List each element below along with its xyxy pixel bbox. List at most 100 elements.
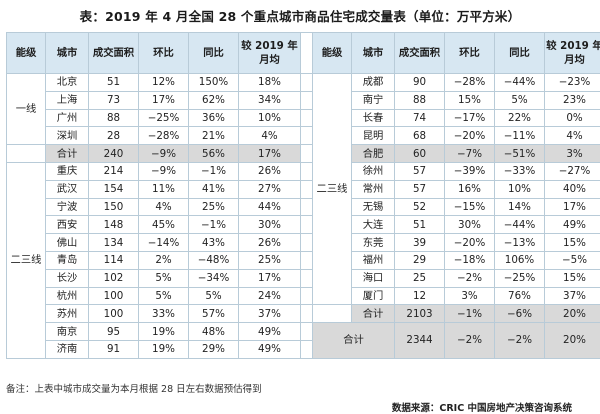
- avg-cell: 23%: [544, 90, 600, 110]
- avg-cell: 15%: [544, 268, 600, 288]
- grand-total-mom: −2%: [444, 322, 495, 359]
- city-cell: 深圳: [45, 126, 89, 146]
- area-cell: 2103: [394, 304, 445, 324]
- city-cell: 南宁: [351, 90, 395, 110]
- avg-cell: 18%: [238, 73, 301, 92]
- city-cell: 南京: [45, 322, 89, 341]
- mom-cell: −25%: [138, 108, 189, 128]
- city-cell: 重庆: [45, 161, 89, 181]
- area-cell: 100: [88, 304, 139, 324]
- avg-cell: 3%: [544, 144, 600, 163]
- yoy-cell: −51%: [494, 144, 545, 163]
- city-cell: 大连: [351, 215, 395, 235]
- column-gap: [300, 233, 313, 252]
- header-city: 城市: [45, 32, 89, 74]
- column-gap: [300, 322, 313, 341]
- avg-cell: 20%: [544, 304, 600, 324]
- avg-cell: 26%: [238, 161, 301, 181]
- city-cell: 北京: [45, 73, 89, 92]
- city-cell: 合计: [45, 144, 89, 163]
- avg-cell: −23%: [544, 73, 600, 92]
- table-row: 合计 240 −9% 56% 17% 合肥 60 −7% −51% 3%: [6, 144, 600, 163]
- avg-cell: 49%: [544, 215, 600, 235]
- table-row: 佛山 134 −14% 43% 26% 东莞 39 −20% −13% 15%: [7, 233, 600, 252]
- tier-cell: 二三线: [6, 161, 46, 359]
- avg-cell: 37%: [238, 304, 301, 324]
- mom-cell: −14%: [138, 233, 189, 252]
- table-title: 表：2019 年 4 月全国 28 个重点城市商品住宅成交量表（单位：万平方米）: [79, 9, 521, 24]
- mom-cell: 33%: [138, 304, 189, 324]
- area-cell: 60: [394, 144, 445, 163]
- mom-cell: −39%: [444, 161, 495, 181]
- mom-cell: −9%: [138, 144, 189, 163]
- city-cell: 昆明: [351, 126, 395, 146]
- city-cell: 上海: [45, 90, 89, 110]
- yoy-cell: −25%: [494, 268, 545, 288]
- mom-cell: −9%: [138, 161, 189, 181]
- area-cell: 154: [88, 179, 139, 199]
- yoy-cell: 48%: [188, 322, 239, 341]
- mom-cell: 30%: [444, 215, 495, 235]
- area-cell: 29: [394, 250, 445, 270]
- city-cell: 西安: [45, 215, 89, 235]
- mom-cell: 5%: [138, 268, 189, 288]
- avg-cell: 26%: [238, 233, 301, 252]
- yoy-cell: −11%: [494, 126, 545, 146]
- mom-cell: −1%: [444, 304, 495, 324]
- mom-cell: −28%: [138, 126, 189, 146]
- yoy-cell: −1%: [188, 161, 239, 181]
- avg-cell: 15%: [544, 233, 600, 252]
- city-cell: 长沙: [45, 268, 89, 288]
- area-cell: 57: [394, 161, 445, 181]
- column-gap: [300, 339, 313, 359]
- footnote: 备注：上表中城市成交量为本月根据 28 日左右数据预估得到: [6, 384, 262, 395]
- avg-cell: −27%: [544, 161, 600, 181]
- column-gap: [300, 286, 313, 306]
- yoy-cell: 43%: [188, 233, 239, 252]
- mom-cell: 4%: [138, 197, 189, 217]
- avg-cell: −5%: [544, 250, 600, 270]
- city-cell: 海口: [351, 268, 395, 288]
- area-cell: 51: [88, 73, 139, 92]
- tier-cell: [312, 304, 352, 324]
- yoy-cell: −13%: [494, 233, 545, 252]
- table-row: 苏州 100 33% 57% 37% 合计 2103 −1% −6% 20%: [7, 304, 600, 324]
- avg-cell: 24%: [238, 286, 301, 306]
- table-row: 南京 95 19% 48% 49% 合计 2344 −2% −2% 20%: [7, 322, 600, 359]
- data-table: 能级 城市 成交面积 环比 同比 较 2019 年月均 能级 城市 成交面积 环…: [6, 32, 600, 359]
- mom-cell: −15%: [444, 197, 495, 217]
- yoy-cell: 29%: [188, 339, 239, 359]
- header-tier: 能级: [312, 32, 352, 74]
- yoy-cell: 106%: [494, 250, 545, 270]
- yoy-cell: 21%: [188, 126, 239, 146]
- tier-cell: [6, 144, 46, 163]
- city-cell: 合肥: [351, 144, 395, 163]
- yoy-cell: 5%: [188, 286, 239, 306]
- city-cell: 厦门: [351, 286, 395, 306]
- avg-cell: 40%: [544, 179, 600, 199]
- mom-cell: −18%: [444, 250, 495, 270]
- header-mom: 环比: [444, 32, 495, 74]
- table-row: 二三线 重庆 214 −9% −1% 26% 徐州 57 −39% −33% −27%: [6, 161, 600, 359]
- yoy-cell: 5%: [494, 90, 545, 110]
- header-area: 成交面积: [88, 32, 139, 74]
- yoy-cell: −44%: [494, 215, 545, 235]
- mom-cell: 19%: [138, 339, 189, 359]
- city-cell: 东莞: [351, 233, 395, 252]
- avg-cell: 4%: [238, 126, 301, 146]
- yoy-cell: −33%: [494, 161, 545, 181]
- mom-cell: 16%: [444, 179, 495, 199]
- header-tier: 能级: [6, 32, 46, 74]
- mom-cell: −7%: [444, 144, 495, 163]
- avg-cell: 17%: [238, 144, 301, 163]
- header-row: 能级 城市 成交面积 环比 同比 较 2019 年月均 能级 城市 成交面积 环…: [6, 32, 600, 74]
- column-gap: [300, 250, 313, 270]
- column-gap: [300, 108, 313, 128]
- avg-cell: 25%: [238, 250, 301, 270]
- tier-cell: 一线: [6, 72, 46, 146]
- yoy-cell: 14%: [494, 197, 545, 217]
- city-cell: 佛山: [45, 233, 89, 252]
- area-cell: 90: [394, 73, 445, 92]
- yoy-cell: −34%: [188, 268, 239, 288]
- area-cell: 52: [394, 197, 445, 217]
